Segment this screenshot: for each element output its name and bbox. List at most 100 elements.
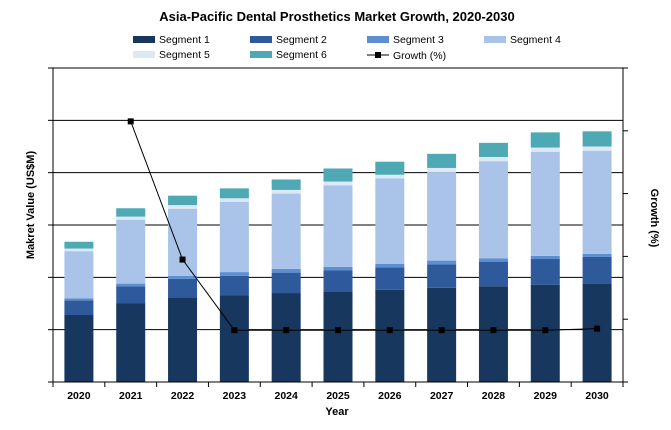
bar-segment-1 (478, 286, 508, 382)
growth-point (438, 327, 445, 334)
growth-point (231, 327, 238, 334)
bar-segment-5 (427, 167, 457, 173)
x-tick-label: 2028 (482, 390, 506, 402)
bar-segment-4 (64, 251, 94, 299)
bar-segment-3 (271, 268, 301, 273)
growth-point (542, 327, 549, 334)
bar-segment-6 (530, 132, 560, 148)
bar-segment-5 (116, 216, 146, 220)
bar-segment-3 (116, 283, 146, 287)
bar-segment-5 (64, 248, 94, 252)
bar-segment-3 (478, 258, 508, 262)
bar-segment-2 (271, 272, 301, 294)
bar-segment-6 (582, 131, 612, 147)
growth-point (283, 327, 290, 334)
bar-segment-5 (168, 205, 198, 209)
bar-segment-5 (219, 198, 249, 202)
x-tick-label: 2025 (326, 390, 350, 402)
bar-segment-1 (271, 293, 301, 382)
bar-segment-4 (530, 151, 560, 256)
growth-point (179, 256, 186, 263)
growth-point (386, 327, 393, 334)
legend-swatch-4 (484, 36, 506, 43)
x-tick-label: 2024 (275, 390, 299, 402)
bars (64, 131, 612, 382)
x-tick-label: 2027 (430, 390, 454, 402)
bar-segment-5 (478, 156, 508, 162)
legend-swatch-2 (250, 36, 272, 43)
x-tick-label: 2021 (119, 390, 143, 402)
bar-segment-6 (323, 168, 353, 182)
legend-swatch-1 (133, 36, 155, 43)
bar-segment-6 (219, 188, 249, 199)
bar-segment-4 (375, 178, 405, 264)
bar-segment-5 (323, 181, 353, 186)
bar-segment-3 (582, 253, 612, 257)
bar-segment-6 (116, 208, 146, 217)
x-tick-label: 2029 (534, 390, 558, 402)
bar-segment-3 (375, 263, 405, 268)
growth-point (490, 327, 497, 334)
bar-segment-2 (582, 256, 612, 284)
x-tick-label: 2030 (585, 390, 609, 402)
bar-segment-4 (478, 161, 508, 259)
bar-segment-1 (530, 284, 560, 382)
bar-segment-2 (116, 286, 146, 304)
bar-segment-1 (427, 287, 457, 382)
growth-point (335, 327, 341, 334)
bar-segment-3 (530, 255, 560, 260)
bar-segment-3 (64, 298, 94, 301)
x-tick-label: 2020 (67, 390, 91, 402)
legend-label-1: Segment 1 (159, 34, 210, 46)
growth-line (127, 118, 601, 334)
y-axis-label: Makret Value (US$M) (25, 151, 37, 260)
growth-line-path (130, 121, 598, 331)
bar-segment-4 (427, 172, 457, 261)
bar-segment-2 (530, 259, 560, 285)
bar-segment-2 (219, 275, 249, 296)
legend-swatch-6 (250, 51, 272, 58)
bar-segment-2 (323, 270, 353, 292)
legend-swatch-3 (367, 36, 389, 43)
bar-segment-6 (271, 179, 301, 190)
bar-segment-4 (168, 208, 198, 276)
bar-segment-6 (64, 241, 94, 249)
bar-segment-6 (375, 161, 405, 175)
bar-segment-1 (64, 315, 94, 382)
bar-segment-4 (116, 219, 146, 284)
legend-label-3: Segment 3 (393, 34, 444, 46)
legend-label-4: Segment 4 (510, 34, 561, 46)
bar-segment-1 (219, 295, 249, 382)
x-tick-label: 2023 (223, 390, 247, 402)
bar-segment-6 (478, 142, 508, 157)
bar-segment-1 (375, 289, 405, 382)
y2-axis-label: Growth (%) (648, 189, 660, 248)
legend-label-growth: Growth (%) (393, 50, 446, 62)
bar-segment-5 (271, 189, 301, 194)
bar-segment-3 (168, 275, 198, 279)
x-tick-label: 2022 (171, 390, 195, 402)
bar-segment-2 (168, 278, 198, 298)
growth-point (127, 118, 134, 125)
bar-segment-3 (427, 260, 457, 265)
bar-segment-4 (219, 201, 249, 273)
bar-segment-2 (478, 261, 508, 287)
x-axis-label: Year (325, 406, 349, 418)
bar-segment-2 (375, 267, 405, 290)
bar-segment-5 (530, 147, 560, 152)
bar-segment-2 (427, 264, 457, 288)
bar-segment-6 (427, 153, 457, 168)
chart-title: Asia-Pacific Dental Prosthetics Market G… (159, 9, 514, 24)
legend-marker-swatch (375, 52, 381, 58)
bar-segment-6 (168, 195, 198, 206)
legend-swatch-5 (133, 51, 155, 58)
bar-segment-3 (219, 272, 249, 276)
bar-segment-4 (323, 185, 353, 267)
bar-segment-5 (375, 174, 405, 179)
growth-point (594, 325, 601, 332)
legend: Segment 1 Segment 2 Segment 3 Segment 4 Segm… (133, 34, 561, 62)
bar-segment-1 (116, 303, 146, 382)
bar-segment-4 (582, 150, 612, 254)
bar-segment-4 (271, 193, 301, 269)
